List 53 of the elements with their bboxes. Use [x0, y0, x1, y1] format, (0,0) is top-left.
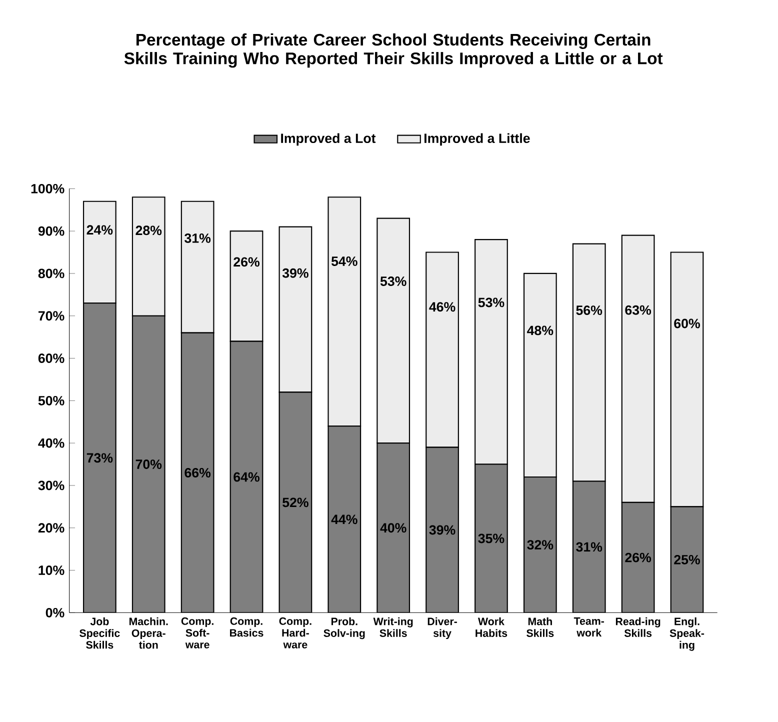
- y-tick-label: 90%: [38, 226, 64, 236]
- y-tick-label: 50%: [38, 396, 64, 406]
- y-tick-label: 30%: [38, 480, 64, 490]
- legend-label: Improved a Little: [424, 133, 530, 146]
- data-label: 31%: [184, 233, 211, 243]
- data-label: 48%: [527, 326, 554, 336]
- x-tick-label: Work Habits: [476, 617, 508, 637]
- x-tick-label: Math Skills: [526, 617, 554, 637]
- data-label: 70%: [136, 460, 162, 469]
- data-label: 25%: [674, 554, 700, 564]
- y-tick-label: 70%: [38, 311, 64, 321]
- data-label: 26%: [625, 552, 652, 562]
- y-tick-label: 20%: [38, 523, 64, 533]
- x-tick-label: Read-ing Skills: [616, 617, 660, 637]
- chart-title: Percentage of Private Career School Students Receiving Certain Skills Training Who Reported Their Skills Improved a Little or a Lot: [124, 33, 663, 68]
- x-tick-label: Comp. Hard-ware: [279, 617, 312, 648]
- y-tick-label: 100%: [31, 184, 64, 194]
- legend-label: Improved a Lot: [281, 133, 376, 146]
- data-label: 46%: [429, 302, 456, 312]
- y-tick-label: 40%: [38, 438, 64, 448]
- y-tick-label: 80%: [38, 268, 64, 278]
- x-tick-label: Diver-sity: [428, 617, 457, 640]
- x-tick-label: Team-work: [574, 617, 604, 637]
- data-label: 73%: [86, 453, 113, 463]
- data-label: 52%: [282, 498, 308, 508]
- data-label: 28%: [136, 226, 162, 236]
- data-label: 53%: [478, 298, 504, 308]
- data-label: 54%: [331, 256, 358, 266]
- data-label: 56%: [576, 306, 602, 315]
- data-label: 64%: [234, 472, 260, 482]
- x-tick-label: Machin. Opera-tion: [129, 617, 168, 649]
- x-tick-label: Job Specific Skills: [80, 617, 120, 649]
- data-label: 26%: [234, 257, 260, 267]
- data-label: 53%: [380, 276, 406, 286]
- y-tick-label: 60%: [38, 354, 64, 363]
- data-label: 60%: [674, 318, 700, 328]
- y-tick-label: 0%: [46, 608, 64, 618]
- x-tick-label: Writ-ing Skills: [373, 617, 413, 637]
- data-label: 35%: [478, 534, 504, 544]
- data-label: 24%: [86, 225, 113, 235]
- data-label: 44%: [331, 514, 358, 524]
- y-tick-label: 10%: [38, 566, 64, 575]
- data-label: 39%: [429, 525, 456, 535]
- data-label: 63%: [625, 305, 652, 315]
- x-tick-label: Comp. Basics: [230, 617, 264, 637]
- data-label: 66%: [184, 468, 211, 478]
- data-label: 32%: [527, 540, 554, 550]
- x-tick-label: Comp. Soft-ware: [181, 617, 214, 648]
- data-label: 40%: [380, 523, 406, 533]
- data-label: 31%: [576, 542, 602, 552]
- x-tick-label: Engl. Speak-ing: [670, 617, 704, 651]
- x-tick-label: Prob. Solv-ing: [324, 617, 365, 640]
- data-label: 39%: [282, 268, 308, 278]
